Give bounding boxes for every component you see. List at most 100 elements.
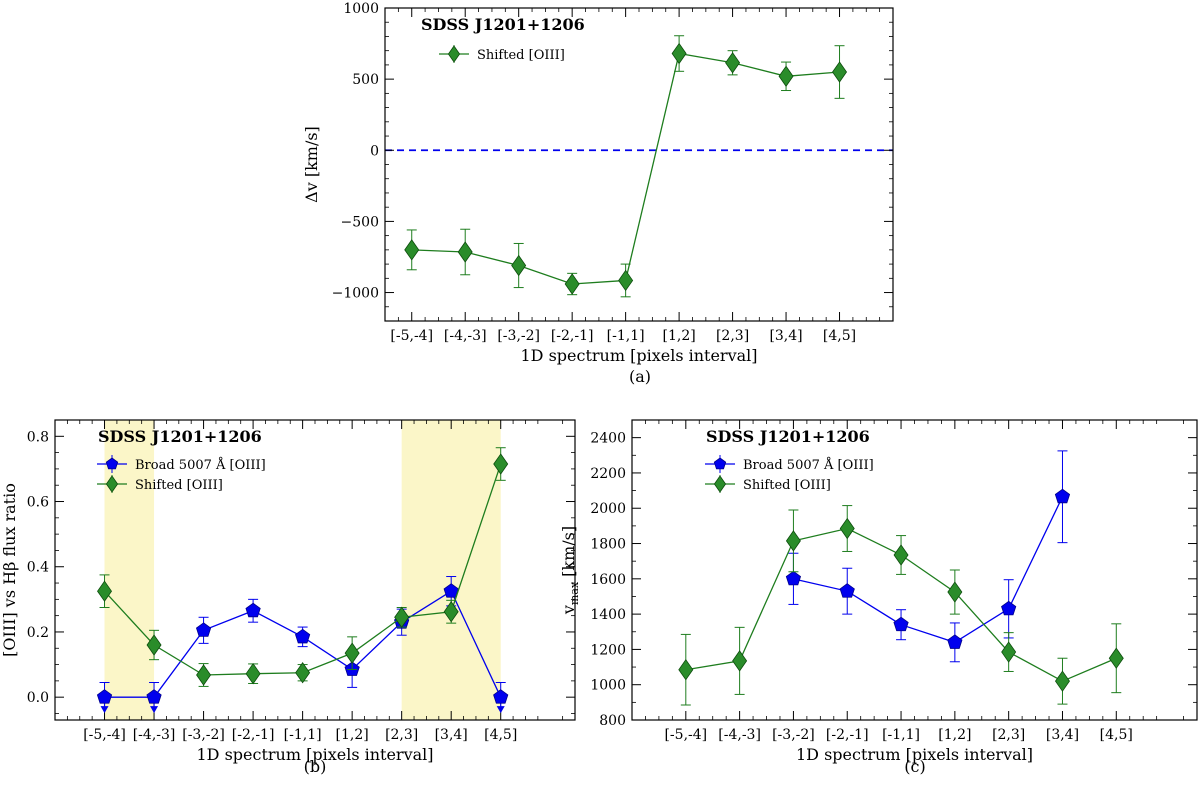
panel-c-y-tick-label: 1800	[590, 537, 626, 553]
panel-b-broad-marker	[295, 628, 311, 644]
panel-a-shifted-marker	[564, 273, 580, 295]
panel-b-broad-upper-limit-arrow	[150, 706, 159, 714]
panel-a-x-tick-label: [-1,1]	[607, 328, 645, 344]
panel-a-shifted-line	[411, 52, 840, 285]
panel-a-y-tick-label: 1000	[343, 1, 379, 17]
panel-c-broad-marker	[785, 570, 802, 586]
panel-c-x-tick-label: [-1,1]	[882, 727, 920, 743]
panel-c-y-tick-label: 1600	[590, 572, 626, 588]
panel-b-shifted-marker	[97, 580, 113, 602]
panel-b-legend-label-broad: Broad 5007 Å [OIII]	[135, 457, 266, 473]
panel-b-broad-marker	[195, 622, 212, 637]
panel-c-x-tick-label: [3,4]	[1046, 727, 1079, 743]
panel-c-legend-entry-shifted: Shifted [OIII]	[705, 475, 831, 493]
panel-c-shifted-marker	[1108, 647, 1124, 669]
panel-b-shifted-marker	[146, 634, 162, 656]
panel-c-legend-marker	[713, 475, 727, 493]
panel-c-y-axis-label-subscript: max	[568, 581, 581, 605]
panel-a-shifted-marker	[457, 241, 473, 263]
panel-c-legend-glyph-broad	[705, 455, 735, 473]
panel-b-x-tick-label: [-2,-1]	[232, 727, 275, 743]
panel-b-series-shifted	[97, 447, 509, 687]
panel-c-legend-entry-broad: Broad 5007 Å [OIII]	[705, 455, 874, 473]
panel-c-x-tick-label: [4,5]	[1100, 727, 1133, 743]
panel-a-title: SDSS J1201+1206	[421, 15, 585, 34]
panel-a-x-tick-label: [2,3]	[716, 328, 749, 344]
panel-b-shifted-marker	[295, 662, 311, 684]
panel-a-shifted-marker	[832, 61, 848, 83]
panel-c-shifted-marker	[678, 659, 694, 681]
panel-b-plot-frame	[54, 419, 576, 721]
panel-b-x-tick-label: [-5,-4]	[83, 727, 126, 743]
panel-a-legend-entry-shifted: Shifted [OIII]	[439, 45, 565, 63]
panel-a-shifted-marker	[671, 42, 687, 65]
panel-c-shifted-marker	[839, 517, 855, 540]
panel-a-shifted-marker	[511, 254, 527, 277]
panel-b: [-5,-4] [-4,-3] [-3,-2] [-2,-1] [-1,1] [1,2] […	[0, 419, 576, 776]
panel-c-broad-marker	[947, 634, 963, 649]
panel-c-broad-marker	[839, 583, 855, 598]
panel-a-x-tick-label: [4,5]	[823, 328, 856, 344]
panel-c-legend-label-broad: Broad 5007 Å [OIII]	[743, 457, 874, 473]
panel-b-band-1	[401, 420, 501, 720]
panel-c-legend: Broad 5007 Å [OIII] Shifted [OIII]	[705, 455, 874, 493]
panel-c-caption: (c)	[904, 757, 925, 776]
panel-b-x-axis-label: 1D spectrum [pixels interval]	[196, 745, 433, 764]
panel-c-x-tick-label: [2,3]	[992, 727, 1025, 743]
panel-c-x-tick-label: [-4,-3]	[718, 727, 761, 743]
panel-a-legend-marker	[447, 45, 461, 63]
panel-b-shifted-marker	[443, 601, 459, 623]
panel-b-broad-marker	[493, 689, 509, 704]
panel-b-broad-marker	[96, 689, 113, 704]
panel-c-y-tick-label: 1200	[590, 642, 626, 658]
panel-b-legend-glyph-shifted	[97, 475, 127, 493]
panel-c-broad-marker	[1001, 600, 1017, 616]
panel-a-x-tick-label: [-2,-1]	[551, 328, 594, 344]
panel-b-y-tick-label: 0.8	[27, 429, 49, 445]
panel-c-y-axis-label-unit: [km/s]	[559, 526, 578, 582]
panel-c-broad-line	[793, 496, 1064, 644]
panel-c-x-axis-ticks: [-5,-4] [-4,-3] [-3,-2] [-2,-1] [-1,1] [1,2] […	[645, 420, 1198, 743]
panel-c-shifted-marker	[893, 544, 909, 566]
panel-c-x-tick-label: [-2,-1]	[826, 727, 869, 743]
panel-a-legend: Shifted [OIII]	[439, 45, 565, 63]
panel-b-legend-glyph-broad	[97, 455, 127, 473]
panel-b-shifted-marker	[196, 664, 212, 686]
panel-c-legend-marker	[713, 457, 727, 470]
panel-b-shifted-marker	[394, 606, 410, 628]
panel-b-legend-entry-broad: Broad 5007 Å [OIII]	[97, 455, 266, 473]
panel-b-broad-marker	[146, 689, 162, 704]
panel-b-caption: (b)	[304, 757, 327, 776]
panel-a-x-axis-label: 1D spectrum [pixels interval]	[520, 346, 757, 365]
panel-c-y-tick-label: 2200	[590, 466, 626, 482]
panel-a-y-tick-label: −1000	[332, 286, 379, 302]
panel-c-x-tick-label: [-5,-4]	[664, 727, 707, 743]
panel-b-x-tick-label: [3,4]	[435, 727, 468, 743]
panel-c-x-tick-label: [-3,-2]	[772, 727, 815, 743]
panel-b-broad-upper-limit-arrow	[100, 706, 109, 714]
panel-c-y-tick-label: 1400	[590, 607, 626, 623]
panel-b-broad-marker	[245, 602, 261, 618]
panel-a-x-tick-label: [1,2]	[663, 328, 696, 344]
panel-b-y-tick-label: 0.2	[27, 625, 49, 641]
panel-c-y-axis-label-main: v	[559, 605, 578, 615]
panel-b-x-tick-label: [2,3]	[385, 727, 418, 743]
panel-a-y-tick-label: 0	[370, 143, 379, 159]
panel-b-legend-marker	[105, 457, 119, 470]
panel-b-broad-marker	[443, 583, 459, 598]
panel-a-shifted-marker	[725, 52, 741, 74]
panel-c-legend-label-shifted: Shifted [OIII]	[743, 478, 831, 493]
panel-c-shifted-marker	[1001, 641, 1017, 663]
panel-b-band-0	[104, 420, 155, 720]
panel-a: [-5,-4] [-4,-3] [-3,-2] [-2,-1] [-1,1] [1,2] […	[302, 1, 894, 386]
panel-c-y-tick-label: 2400	[590, 431, 626, 447]
panel-b-shifted-marker	[245, 662, 261, 685]
panel-a-shifted-marker	[404, 239, 420, 261]
panel-c-y-axis-ticks: 800 1000 1200 1400 1600 1800 2000 2200 2400	[590, 419, 1197, 729]
panel-c-series-broad	[785, 450, 1071, 663]
panel-a-shifted-marker	[618, 269, 634, 292]
panel-a-y-tick-label: −500	[341, 214, 379, 230]
panel-b-legend-label-shifted: Shifted [OIII]	[135, 478, 223, 493]
panel-b-x-tick-label: [-4,-3]	[133, 727, 176, 743]
panel-b-broad-upper-limit-arrow	[496, 706, 505, 714]
